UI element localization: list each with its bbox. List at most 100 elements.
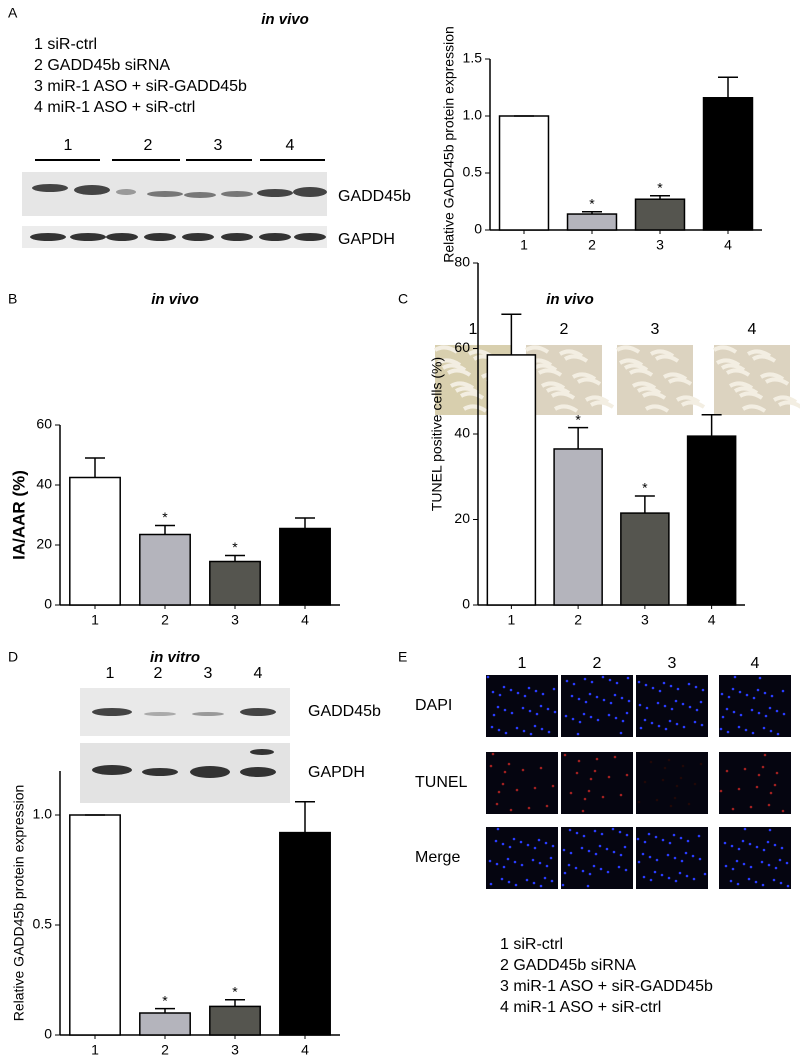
cell: [626, 676, 630, 680]
cell: [719, 727, 723, 731]
x-tick-label: 2: [588, 237, 596, 253]
x-tick-label: 3: [231, 1042, 239, 1058]
blot-bands: [92, 708, 276, 716]
cell: [782, 712, 786, 716]
cell: [730, 844, 734, 848]
cell: [772, 878, 776, 882]
cell: [581, 809, 585, 813]
cell: [533, 846, 537, 850]
cell: [543, 876, 547, 880]
cell: [773, 783, 777, 787]
cell: [685, 874, 689, 878]
tissue: [446, 368, 472, 377]
cell: [686, 839, 690, 843]
y-tick-label: 1.5: [463, 50, 483, 66]
cell: [561, 883, 565, 887]
cell: [699, 700, 703, 704]
cell: [514, 883, 518, 887]
cell: [651, 686, 655, 690]
cell: [767, 863, 771, 867]
cell: [776, 732, 780, 736]
cell: [520, 863, 524, 867]
cell: [669, 804, 673, 808]
significance: *: [232, 539, 238, 555]
bar: [620, 512, 670, 606]
panel-label: D: [8, 649, 18, 665]
cell: [546, 707, 550, 711]
cell: [737, 847, 741, 851]
lane-label: 4: [286, 137, 295, 154]
cell: [550, 879, 554, 883]
cell: [670, 707, 674, 711]
fluorescence-image: [561, 752, 633, 814]
cell: [513, 860, 517, 864]
lane-label: 1: [64, 137, 73, 154]
tissue: [462, 404, 488, 413]
blot-label: GAPDH: [338, 231, 395, 248]
cell: [773, 843, 777, 847]
x-tick-label: 4: [301, 1042, 309, 1058]
cell: [515, 788, 519, 792]
legend-entry: 1 siR-ctrl: [500, 936, 563, 953]
cell: [726, 730, 730, 734]
cell: [650, 721, 654, 725]
lane-label: 3: [651, 321, 660, 338]
x-tick-label: 3: [656, 237, 664, 253]
cell: [515, 726, 519, 730]
cell: [658, 689, 662, 693]
cell: [489, 882, 493, 886]
blot-label: GAPDH: [308, 764, 365, 781]
cell: [601, 675, 605, 679]
y-tick-label: 0.5: [33, 916, 53, 932]
cell: [577, 759, 581, 763]
cell: [679, 776, 683, 780]
tissue: [553, 404, 579, 413]
cell: [779, 881, 783, 885]
cell: [590, 680, 594, 684]
cell: [500, 877, 504, 881]
cell: [552, 687, 556, 691]
cell: [598, 844, 602, 848]
cell: [583, 677, 587, 681]
y-tick-label: 80: [454, 254, 470, 270]
tissue: [759, 372, 785, 381]
cell: [775, 709, 779, 713]
cell: [673, 796, 677, 800]
condition: in vivo: [261, 11, 309, 28]
cell: [668, 841, 672, 845]
cell: [747, 877, 751, 881]
cell: [540, 727, 544, 731]
cell: [762, 848, 766, 852]
x-tick-label: 1: [507, 612, 515, 628]
cell: [586, 884, 590, 888]
cell: [668, 719, 672, 723]
cell: [497, 790, 501, 794]
tissue: [550, 391, 576, 400]
tissue: [777, 400, 800, 409]
cell: [490, 725, 494, 729]
cell: [761, 883, 765, 887]
cell: [679, 836, 683, 840]
cell: [497, 728, 501, 732]
cell: [525, 878, 529, 882]
cell: [682, 725, 686, 729]
cell: [594, 852, 598, 856]
cell: [589, 715, 593, 719]
cell: [763, 753, 767, 757]
tissue: [623, 363, 649, 372]
cell: [578, 720, 582, 724]
condition: in vitro: [150, 649, 200, 666]
x-tick-label: 1: [520, 237, 528, 253]
cell: [695, 708, 699, 712]
tissue: [725, 368, 751, 377]
bar: [69, 476, 121, 606]
legend-entry: 2 GADD45b siRNA: [34, 57, 170, 74]
tissue: [436, 358, 462, 367]
cell: [615, 681, 619, 685]
y-tick-label: 0.5: [463, 164, 483, 180]
cell: [768, 828, 772, 832]
cell: [582, 712, 586, 716]
cell: [692, 877, 696, 881]
tissue: [741, 404, 767, 413]
bar: [498, 115, 550, 231]
